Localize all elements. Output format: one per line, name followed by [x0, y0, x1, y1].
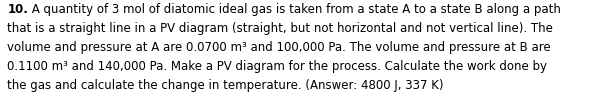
Text: A quantity of 3 mol of diatomic ideal gas is taken from a state A to a state B a: A quantity of 3 mol of diatomic ideal ga…	[28, 3, 561, 16]
Text: volume and pressure at A are 0.0700 m³ and 100,000 Pa. The volume and pressure a: volume and pressure at A are 0.0700 m³ a…	[7, 41, 551, 54]
Text: the gas and calculate the change in temperature. (Answer: 4800 J, 337 K): the gas and calculate the change in temp…	[7, 79, 443, 92]
Text: 10.: 10.	[7, 3, 28, 16]
Text: 0.1100 m³ and 140,000 Pa. Make a PV diagram for the process. Calculate the work : 0.1100 m³ and 140,000 Pa. Make a PV diag…	[7, 60, 548, 73]
Text: that is a straight line in a PV diagram (straight, but not horizontal and not ve: that is a straight line in a PV diagram …	[7, 22, 553, 35]
